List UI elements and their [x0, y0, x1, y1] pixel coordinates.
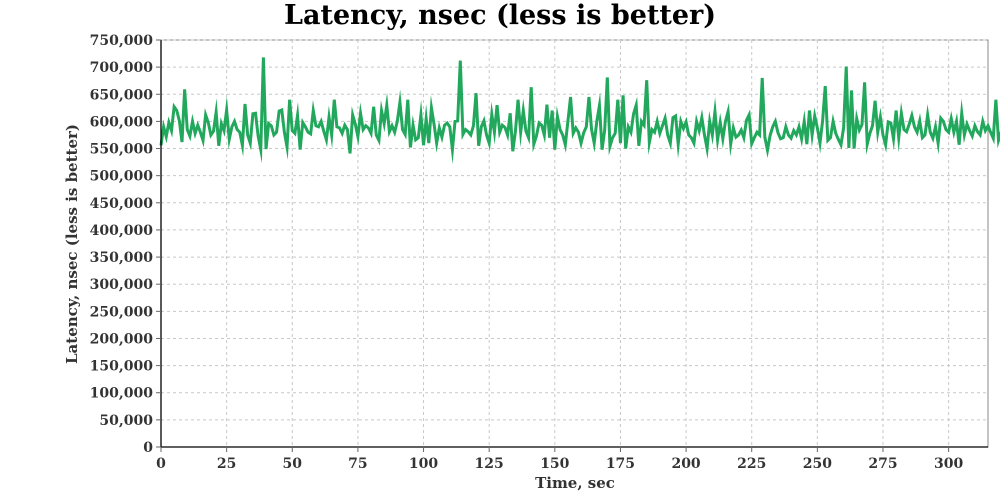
y-axis-ticks: 0 50,000 100,000 150,000 200,000 250,000 300,0…: [90, 33, 161, 456]
series-layer: [159, 57, 1000, 165]
y-tick-label: 100,000: [90, 386, 154, 402]
x-axis-ticks: 0 25 50 75 100 125 150 175 200 225 250 275 300: [156, 447, 963, 472]
y-axis-label: Latency, nsec (less is better): [63, 124, 81, 364]
y-tick-label: 200,000: [90, 331, 154, 347]
x-tick-label: 25: [217, 456, 236, 472]
y-tick-label: 0: [143, 440, 153, 456]
y-tick-label: 400,000: [90, 223, 154, 239]
y-tick-label: 450,000: [90, 196, 154, 212]
x-tick-label: 100: [409, 456, 438, 472]
x-tick-label: 50: [283, 456, 303, 472]
y-tick-label: 250,000: [90, 304, 154, 320]
x-tick-label: 225: [737, 456, 766, 472]
y-tick-label: 300,000: [90, 277, 154, 293]
y-tick-label: 700,000: [90, 60, 154, 76]
y-tick-label: 50,000: [99, 413, 153, 429]
x-tick-label: 275: [868, 456, 897, 472]
latency-series-line: [159, 57, 1000, 165]
y-tick-label: 650,000: [90, 87, 154, 103]
y-tick-label: 550,000: [90, 142, 154, 158]
x-tick-label: 150: [540, 456, 569, 472]
x-tick-label: 250: [803, 456, 832, 472]
x-tick-label: 75: [348, 456, 367, 472]
x-tick-label: 125: [475, 456, 504, 472]
x-tick-label: 200: [671, 456, 700, 472]
x-tick-label: 175: [606, 456, 635, 472]
x-tick-label: 0: [156, 456, 166, 472]
y-tick-label: 350,000: [90, 250, 154, 266]
x-tick-label: 300: [934, 456, 963, 472]
y-tick-label: 150,000: [90, 359, 154, 375]
y-tick-label: 750,000: [90, 33, 154, 49]
y-tick-label: 600,000: [90, 114, 154, 130]
chart-title: Latency, nsec (less is better): [284, 0, 716, 31]
y-tick-label: 500,000: [90, 169, 154, 185]
x-axis-label: Time, sec: [535, 474, 615, 492]
